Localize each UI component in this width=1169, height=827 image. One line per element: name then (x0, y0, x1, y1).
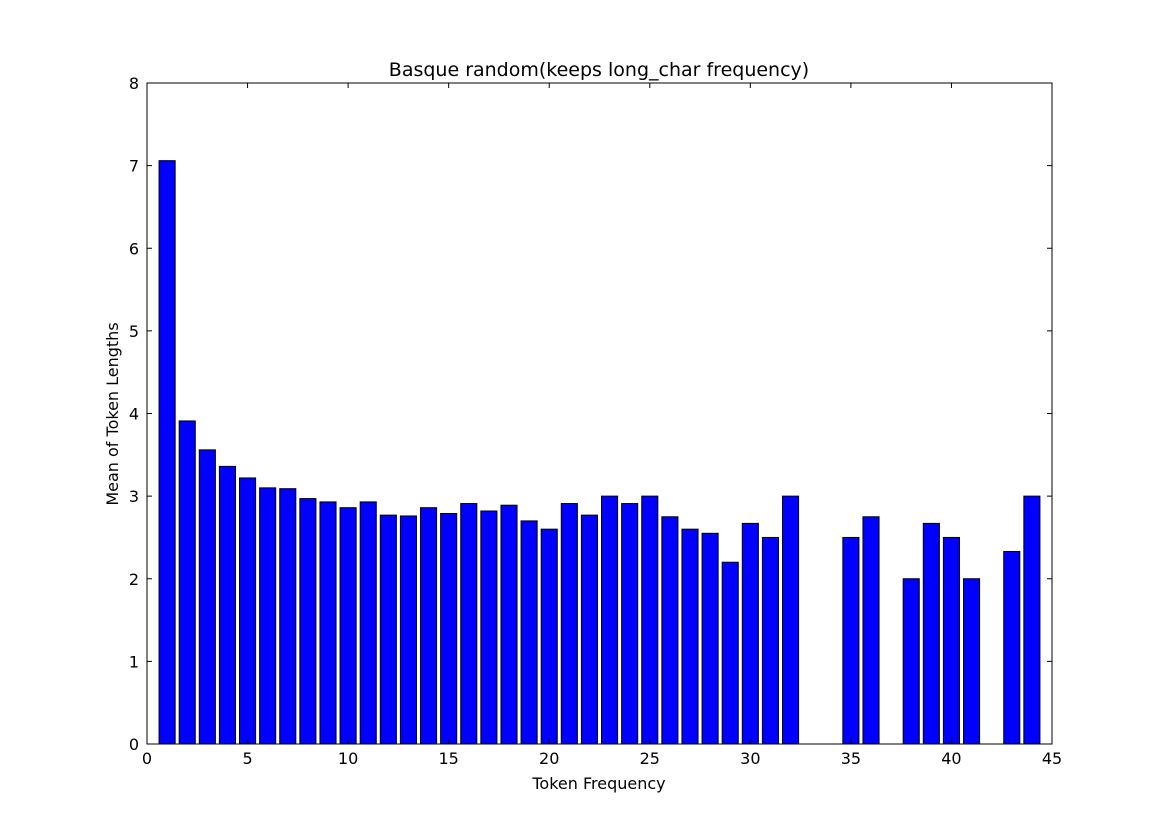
y-tick-label: 8 (129, 74, 139, 93)
bar (1003, 550, 1021, 745)
x-tick-label: 5 (242, 749, 252, 768)
bars-group (158, 160, 1041, 745)
bar (540, 528, 558, 745)
bar (842, 536, 860, 745)
bar (721, 561, 739, 745)
bar (782, 495, 800, 745)
x-tick-label: 20 (539, 749, 559, 768)
bar (862, 516, 880, 745)
y-tick-label: 3 (129, 487, 139, 506)
bar (963, 578, 981, 745)
bar (480, 510, 498, 745)
x-tick-label: 0 (142, 749, 152, 768)
x-tick-label: 10 (338, 749, 358, 768)
y-tick-label: 5 (129, 322, 139, 341)
bar (601, 495, 619, 745)
x-tick-label: 40 (941, 749, 961, 768)
x-tick-label: 25 (640, 749, 660, 768)
bar (178, 420, 196, 745)
bar (902, 578, 920, 745)
bar (319, 501, 337, 745)
bar (500, 504, 518, 745)
bar (399, 515, 417, 745)
bar (681, 528, 699, 745)
y-tick-label: 0 (129, 735, 139, 754)
bar (520, 520, 538, 745)
y-tick-label: 1 (129, 652, 139, 671)
bar (560, 503, 578, 745)
bar (460, 503, 478, 745)
bar (218, 465, 236, 745)
y-tick-label: 7 (129, 157, 139, 176)
y-axis-label: Mean of Token Lengths (103, 322, 122, 505)
bar (339, 507, 357, 745)
y-tick-label: 6 (129, 239, 139, 258)
bar (1023, 495, 1041, 745)
bar (922, 522, 940, 745)
bar (661, 516, 679, 745)
x-tick-label: 35 (841, 749, 861, 768)
bar (379, 514, 397, 745)
chart-title: Basque random(keeps long_char frequency) (389, 59, 809, 81)
plot-frame (146, 82, 1053, 745)
x-tick-label: 15 (438, 749, 458, 768)
bar (359, 501, 377, 745)
bar (420, 507, 438, 745)
bar (741, 522, 759, 745)
bar (239, 477, 257, 745)
bar (259, 487, 277, 745)
bar (621, 503, 639, 745)
bar (198, 449, 216, 745)
bar (701, 532, 719, 745)
bar (942, 536, 960, 745)
y-tick-label: 2 (129, 570, 139, 589)
bar (158, 160, 176, 745)
bar (440, 512, 458, 745)
bar (580, 514, 598, 745)
bar (761, 536, 779, 745)
bar (299, 498, 317, 745)
x-tick-label: 30 (740, 749, 760, 768)
x-tick-label: 45 (1042, 749, 1062, 768)
bar (641, 495, 659, 745)
bar (279, 488, 297, 745)
x-axis-label: Token Frequency (531, 774, 665, 793)
y-tick-label: 4 (129, 405, 139, 424)
